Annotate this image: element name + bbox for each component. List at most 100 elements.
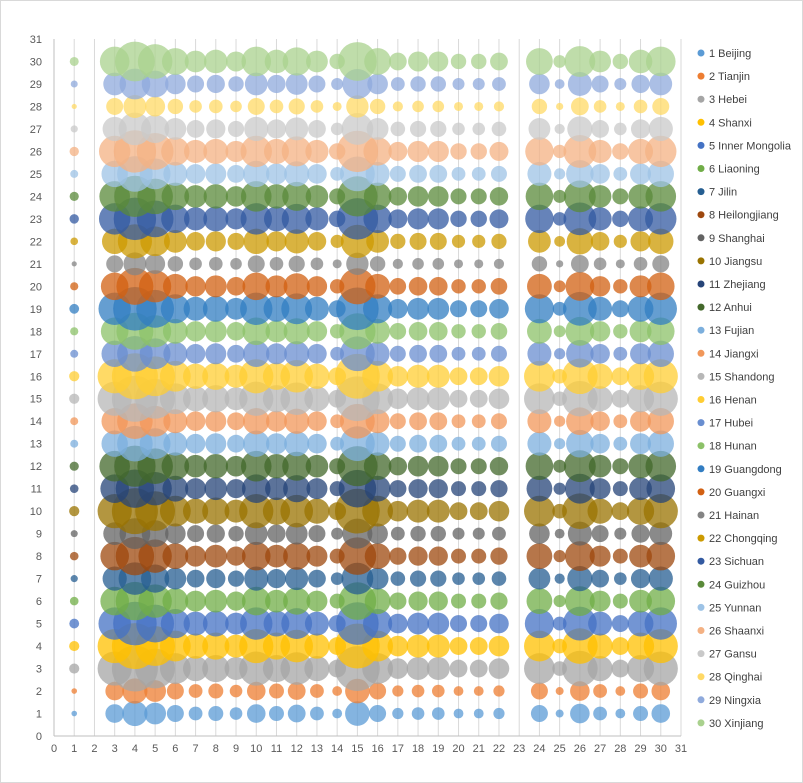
bubble-jiangxi-x13 [307,411,327,432]
bubble-liaoning-x9 [226,591,246,611]
bubble-guangdong-x6 [160,294,190,324]
bubble-guizhou-x21 [470,188,487,205]
bubble-fujian-x21 [471,436,486,451]
legend-label: 14 Jiangxi [709,348,759,360]
x-tick-label: 12 [291,743,303,755]
bubble-hainan-x5 [145,253,166,274]
bubble-xinjiang-x9 [226,51,247,72]
legend-marker [697,188,705,196]
bubble-yunnan-x29 [630,163,652,185]
legend-label: 4 Shanxi [709,117,752,129]
legend-label: 15 Shandong [709,371,774,383]
y-tick-label: 21 [30,259,42,271]
bubble-fujian-x8 [205,433,227,455]
bubble-xinjiang-x7 [184,50,207,73]
bubble-shandong-x20 [449,389,468,408]
bubble-shandong-x24 [524,383,555,415]
bubble-hunan-x22 [490,322,508,340]
bubble-zhejiang-x10 [241,474,271,503]
bubble-shanghai-x25 [554,528,565,539]
bubble-chongqing-x27 [590,232,610,251]
bubble-shanghai-x8 [206,524,225,543]
bubble-ningxia-x14 [331,77,344,90]
legend-marker [697,673,705,681]
bubble-jiangxi-x6 [163,409,188,434]
legend-marker [697,303,705,311]
bubble-hainan-x14 [332,259,342,269]
bubble-anhui-x13 [305,454,329,478]
bubble-guizhou-x18 [407,186,429,207]
bubble-shandong-x22 [488,388,510,410]
bubble-chongqing-x30 [648,228,674,255]
bubble-jilin-x9 [227,570,245,587]
bubble-hainan-x18 [412,258,424,270]
bubble-shandong-x18 [406,387,430,411]
bubble-hebei-x27 [587,655,613,682]
y-tick-label: 12 [30,461,42,473]
bubble-fujian-x19 [429,434,448,453]
bubble-heilongjiang-x6 [162,543,189,570]
bubble-hebei-x19 [426,657,450,681]
bubble-henan-x22 [488,365,510,387]
bubble-hebei-x18 [406,657,430,681]
x-tick-label: 23 [513,743,525,755]
bubble-beijing-x21 [473,708,484,719]
bubble-jilin-x28 [614,572,627,585]
bubble-shanghai-x30 [649,522,673,546]
bubble-guangxi-x11 [265,275,288,298]
bubble-gansu-x27 [591,120,609,138]
bubble-jiangxi-x30 [647,408,674,435]
bubble-jiangsu-x17 [387,500,409,522]
bubble-gansu-x1 [70,125,78,133]
bubble-inner-mongolia-x28 [611,615,629,633]
y-tick-label: 6 [36,596,42,608]
bubble-liaoning-x27 [589,590,611,612]
bubble-henan-x27 [587,363,613,389]
bubble-hebei-x20 [449,659,468,678]
bubble-jiangxi-x1 [70,417,79,426]
legend-label: 1 Beijing [709,48,751,60]
bubble-anhui-x24 [525,452,554,480]
legend-label: 6 Liaoning [709,164,760,176]
bubble-jiangsu-x7 [182,498,209,524]
x-tick-label: 24 [533,743,545,755]
bubble-beijing-x9 [229,707,243,720]
bubble-shandong-x12 [280,382,314,416]
bubble-yunnan-x12 [284,161,310,187]
bubble-jiangxi-x7 [185,411,206,432]
bubble-jiangsu-x18 [406,499,430,523]
bubble-shaanxi-x7 [183,139,208,164]
bubble-hunan-x21 [471,324,486,339]
bubble-jilin-x14 [330,572,344,585]
bubble-hunan-x27 [589,321,611,342]
bubble-jiangxi-x29 [630,410,652,432]
y-tick-label: 2 [36,686,42,698]
bubble-gansu-x14 [330,122,344,136]
bubble-beijing-x24 [530,705,548,723]
bubble-guizhou-x10 [240,181,272,212]
bubble-guizhou-x30 [645,181,677,212]
x-tick-label: 5 [152,743,158,755]
bubble-guizhou-x12 [282,181,312,211]
bubble-shanxi-x22 [488,635,510,657]
bubble-ningxia-x1 [70,80,78,88]
bubble-guizhou-x27 [588,185,612,208]
bubble-hubei-x16 [365,341,390,366]
legend-marker [697,488,705,496]
bubble-ningxia-x9 [228,76,244,92]
bubble-guangxi-x28 [613,279,628,294]
bubble-sichuan-x1 [69,214,79,224]
bubble-beijing-x6 [166,705,184,723]
bubble-shanghai-x6 [165,523,186,544]
bubble-shanxi-x20 [449,637,468,655]
bubble-jiangsu-x19 [426,499,450,523]
bubble-anhui-x17 [388,456,408,476]
bubble-hubei-x9 [227,344,245,363]
bubble-ningxia-x11 [267,74,286,94]
bubble-qinghai-x24 [531,98,548,115]
bubble-shanghai-x21 [472,527,485,540]
x-tick-label: 1 [71,743,77,755]
bubble-shandong-x27 [587,386,613,412]
bubble-sichuan-x20 [450,210,467,228]
bubble-liaoning-x12 [283,587,311,615]
